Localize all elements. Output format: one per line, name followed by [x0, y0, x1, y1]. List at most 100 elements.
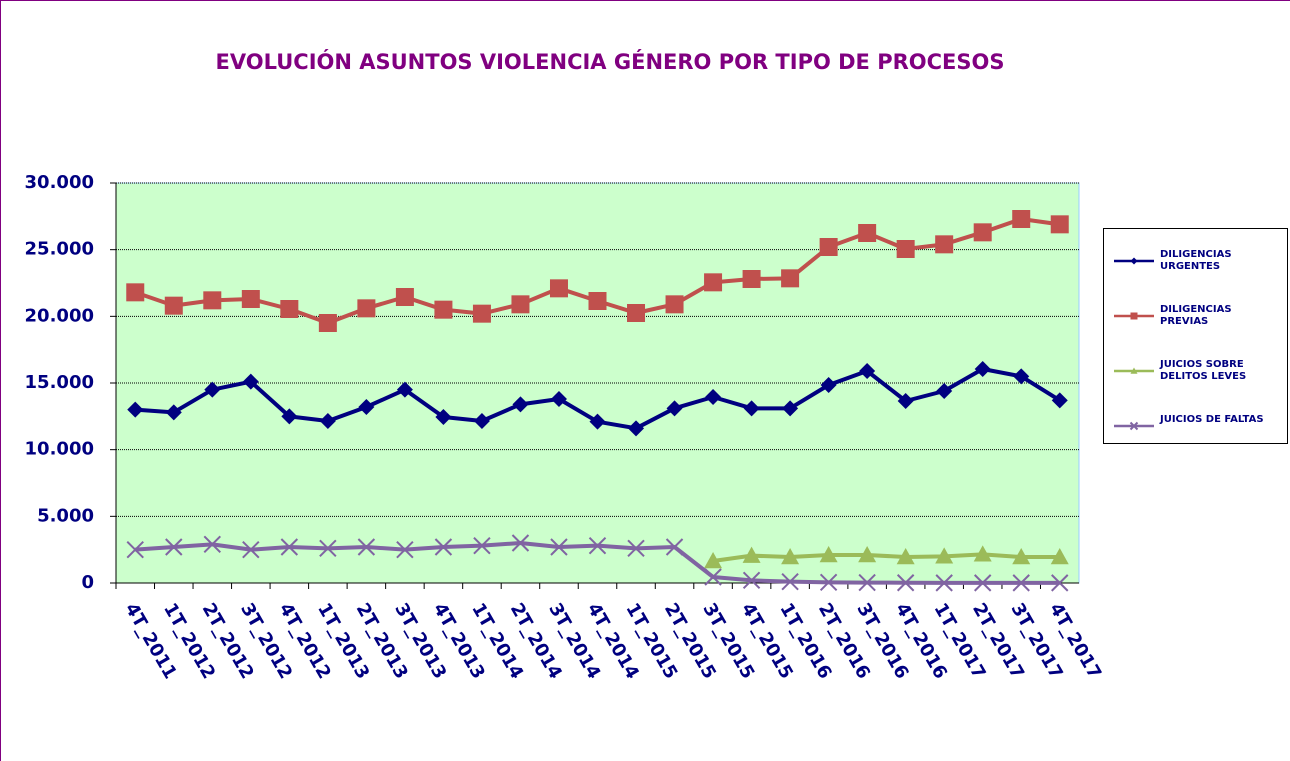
- marker: [859, 363, 876, 379]
- legend: DILIGENCIAS URGENTES DILIGENCIAS PREVIAS J…: [1103, 228, 1288, 444]
- marker: [781, 269, 800, 288]
- marker: [241, 290, 260, 308]
- marker: [858, 224, 877, 242]
- marker: [820, 377, 837, 393]
- legend-swatch: [1114, 421, 1154, 431]
- marker: [473, 536, 491, 555]
- marker: [819, 573, 838, 592]
- legend-label: JUICIOS SOBRE DELITOS LEVES: [1160, 359, 1247, 382]
- marker: [704, 568, 722, 586]
- marker: [473, 413, 490, 429]
- marker: [858, 546, 877, 563]
- marker: [704, 552, 723, 569]
- y-tick-label: 15.000: [25, 372, 94, 393]
- y-tick-label: 5.000: [37, 505, 94, 526]
- marker: [395, 288, 414, 306]
- marker: [742, 571, 761, 590]
- y-tick-label: 20.000: [25, 305, 94, 326]
- marker: [1051, 574, 1069, 592]
- legend-swatch: [1114, 257, 1154, 265]
- marker: [819, 238, 838, 256]
- y-tick-label: 30.000: [25, 172, 94, 193]
- legend-item: JUICIOS DE FALTAS: [1112, 414, 1287, 454]
- marker: [396, 540, 414, 559]
- marker: [743, 400, 760, 417]
- marker: [1130, 257, 1138, 265]
- legend-swatch: [1114, 312, 1154, 320]
- marker: [280, 300, 299, 318]
- marker: [396, 381, 413, 398]
- marker: [511, 295, 530, 314]
- marker: [127, 401, 144, 418]
- marker: [936, 383, 953, 399]
- legend-item: DILIGENCIAS URGENTES: [1112, 249, 1287, 289]
- marker: [318, 314, 337, 332]
- marker: [319, 539, 337, 558]
- marker: [973, 574, 992, 592]
- marker: [665, 538, 684, 556]
- marker: [705, 389, 722, 405]
- marker: [782, 400, 799, 417]
- marker: [858, 573, 876, 592]
- marker: [472, 304, 491, 323]
- marker: [588, 536, 607, 555]
- marker: [511, 534, 530, 552]
- legend-swatch: [1114, 367, 1154, 374]
- marker: [1130, 367, 1138, 374]
- marker: [1013, 368, 1030, 385]
- marker: [1129, 421, 1139, 431]
- marker: [357, 299, 376, 318]
- marker: [242, 540, 260, 559]
- marker: [357, 538, 376, 556]
- marker: [627, 304, 646, 322]
- marker: [358, 399, 375, 415]
- marker: [512, 396, 529, 413]
- marker: [242, 373, 259, 390]
- marker: [1050, 548, 1069, 565]
- marker: [1130, 312, 1138, 320]
- marker: [1012, 548, 1031, 565]
- y-tick-label: 25.000: [25, 239, 94, 260]
- marker: [742, 546, 761, 563]
- marker: [781, 572, 799, 591]
- y-tick-label: 0: [81, 572, 94, 593]
- legend-label: DILIGENCIAS PREVIAS: [1160, 304, 1232, 327]
- marker: [588, 292, 607, 310]
- marker: [897, 393, 914, 409]
- marker: [781, 548, 800, 565]
- legend-item: DILIGENCIAS PREVIAS: [1112, 304, 1287, 344]
- marker: [434, 538, 453, 556]
- marker: [1050, 215, 1069, 234]
- marker: [896, 240, 915, 258]
- marker: [974, 361, 991, 377]
- marker: [1012, 210, 1031, 228]
- chart-title: EVOLUCIÓN ASUNTOS VIOLENCIA GÉNERO POR T…: [216, 49, 1005, 74]
- marker: [896, 574, 915, 592]
- marker: [819, 546, 838, 563]
- marker: [704, 273, 723, 292]
- marker: [935, 574, 953, 592]
- marker: [203, 535, 222, 554]
- marker: [435, 409, 452, 425]
- marker: [935, 235, 954, 254]
- marker: [126, 540, 144, 559]
- marker: [164, 296, 183, 315]
- marker: [165, 404, 182, 421]
- marker: [165, 538, 183, 556]
- marker: [627, 539, 645, 558]
- marker: [1012, 574, 1030, 592]
- y-tick-label: 10.000: [25, 439, 94, 460]
- marker: [935, 547, 954, 564]
- marker: [665, 295, 684, 314]
- marker: [319, 413, 336, 429]
- marker: [280, 538, 299, 556]
- legend-label: DILIGENCIAS URGENTES: [1160, 249, 1232, 272]
- marker: [550, 538, 568, 556]
- legend-item: JUICIOS SOBRE DELITOS LEVES: [1112, 359, 1287, 399]
- marker: [203, 291, 222, 310]
- marker: [973, 223, 992, 242]
- marker: [896, 548, 915, 565]
